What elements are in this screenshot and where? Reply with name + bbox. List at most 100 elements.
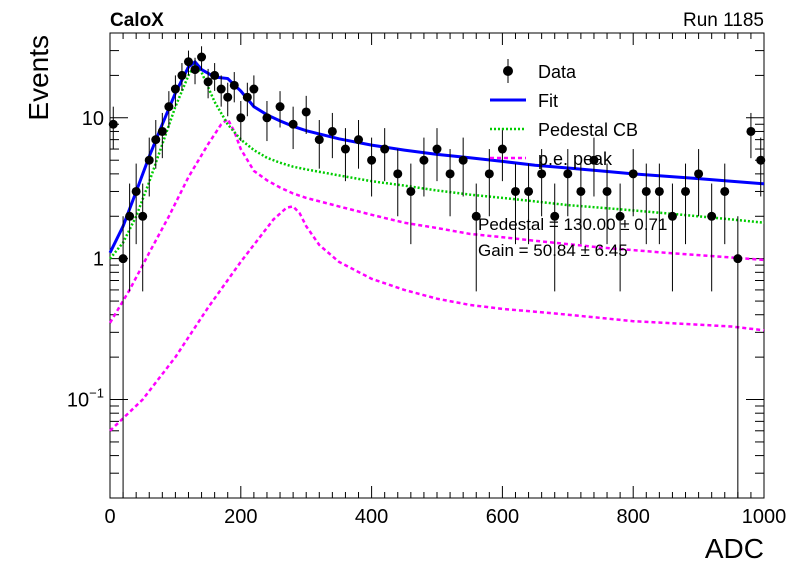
data-point <box>393 149 403 217</box>
data-marker <box>484 169 494 179</box>
curves <box>108 59 765 432</box>
data-point <box>177 63 187 91</box>
data-marker <box>458 155 468 165</box>
pedestal-cb-curve <box>109 62 765 260</box>
data-point <box>380 128 390 182</box>
header-right: Run 1185 <box>683 10 764 31</box>
data-point <box>216 75 226 107</box>
data-point <box>550 183 560 292</box>
legend-marker <box>503 66 513 76</box>
data-marker <box>615 211 625 221</box>
data-marker <box>641 186 651 196</box>
data-marker <box>138 211 148 221</box>
data-marker <box>654 186 664 196</box>
data-point <box>262 100 272 142</box>
data-marker <box>301 107 311 117</box>
data-marker <box>510 186 520 196</box>
data-marker <box>275 102 285 112</box>
data-point <box>563 149 573 217</box>
data-marker <box>118 254 128 264</box>
data-marker <box>756 155 766 165</box>
data-point <box>641 163 651 245</box>
legend-entry: p.e. peak <box>490 149 613 169</box>
data-point <box>419 137 429 197</box>
data-point <box>118 216 128 498</box>
y-tick-label: 10−1 <box>67 386 104 412</box>
x-tick-label: 400 <box>355 506 388 528</box>
data-marker <box>327 126 337 136</box>
data-point <box>445 149 455 217</box>
data-marker <box>707 211 717 221</box>
data-point <box>138 183 148 292</box>
data-point <box>203 68 213 99</box>
data-marker <box>563 169 573 179</box>
data-marker <box>471 211 481 221</box>
data-marker <box>694 169 704 179</box>
data-point <box>229 72 239 103</box>
x-axis-label: ADC <box>705 533 764 564</box>
data-point <box>354 120 364 169</box>
y-axis-label: Events <box>23 35 54 121</box>
data-marker <box>537 169 547 179</box>
x-tick-label: 200 <box>224 506 257 528</box>
data-marker <box>445 169 455 179</box>
data-marker <box>667 211 677 221</box>
stat-pedestal: Pedestal = 130.00 ± 0.71 <box>478 215 667 234</box>
data-marker <box>177 70 187 80</box>
data-point <box>164 91 174 128</box>
data-marker <box>236 113 246 123</box>
data-point <box>223 82 233 117</box>
data-points <box>108 46 766 498</box>
header-left: CaloX <box>110 10 164 31</box>
data-point <box>131 163 141 245</box>
pe-peak-curve-1 <box>108 117 765 324</box>
data-point <box>170 75 180 107</box>
data-point <box>125 183 135 292</box>
data-marker <box>210 70 220 80</box>
x-tick-label: 1000 <box>742 506 787 528</box>
axis-ticks: 0 200 400 600 800 1000 10−1 1 10 <box>67 32 787 528</box>
data-marker <box>216 84 226 94</box>
data-marker <box>197 52 207 62</box>
data-marker <box>131 186 141 196</box>
data-marker <box>262 113 272 123</box>
data-marker <box>419 155 429 165</box>
data-marker <box>229 80 239 90</box>
data-point <box>524 163 534 245</box>
data-marker <box>242 92 252 102</box>
y-tick-label: 10 <box>82 108 104 130</box>
data-marker <box>406 186 416 196</box>
data-point <box>183 50 193 76</box>
data-marker <box>108 119 118 129</box>
data-marker <box>432 144 442 154</box>
data-point <box>249 75 259 107</box>
data-point <box>537 149 547 217</box>
data-marker <box>288 119 298 129</box>
data-marker <box>733 254 743 264</box>
data-point <box>406 163 416 245</box>
legend-entry: Fit <box>490 91 558 111</box>
data-point <box>720 163 730 245</box>
legend-label: Pedestal CB <box>538 120 638 140</box>
data-point <box>497 128 507 182</box>
x-tick-label: 600 <box>486 506 519 528</box>
data-marker <box>223 92 233 102</box>
data-point <box>340 128 350 182</box>
plot-frame <box>109 32 765 499</box>
data-point <box>746 112 756 159</box>
data-point <box>151 120 161 169</box>
data-marker <box>183 57 193 67</box>
data-point <box>210 63 220 91</box>
data-marker <box>393 169 403 179</box>
data-marker <box>524 186 534 196</box>
data-point <box>144 137 154 197</box>
data-point <box>589 137 599 197</box>
data-point <box>576 163 586 245</box>
data-point <box>157 112 167 159</box>
pe-peak-curve-2 <box>109 205 765 432</box>
data-point <box>367 137 377 197</box>
data-marker <box>576 186 586 196</box>
stat-gain: Gain = 50.84 ± 6.45 <box>478 241 628 260</box>
data-marker <box>380 144 390 154</box>
